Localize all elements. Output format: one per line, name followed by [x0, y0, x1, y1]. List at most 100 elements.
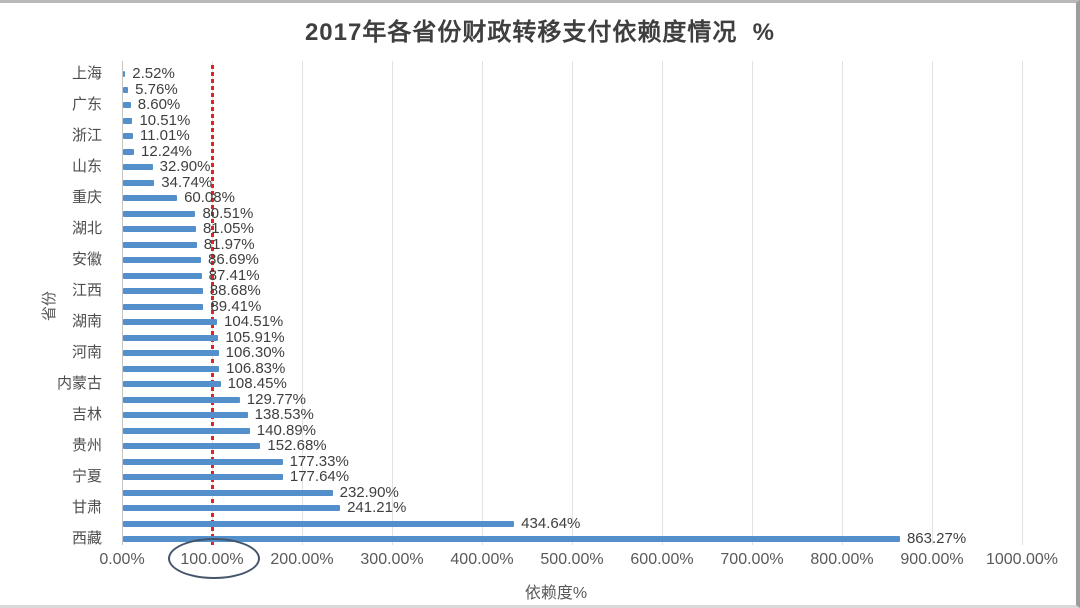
bar-广东: [123, 102, 131, 108]
category-label: 湖北: [71, 220, 102, 237]
bar-value-label: 80.51%: [202, 204, 254, 222]
category-label: 河南: [71, 344, 102, 361]
category-label: 安徽: [71, 251, 102, 268]
bar-value-label: 241.21%: [347, 499, 407, 516]
bar-row-28: [123, 489, 333, 496]
bar-甘肃: [123, 505, 341, 511]
bar-value-label: 104.51%: [224, 313, 284, 330]
x-tick-label: 800.00%: [810, 551, 874, 568]
bar-value-label: 863.27%: [906, 530, 967, 547]
bar-row-30: [123, 520, 515, 527]
x-tick-label: 1000.00%: [985, 551, 1059, 568]
gridline: [662, 61, 663, 545]
category-label: 湖南: [71, 313, 102, 330]
bar-value-label: 87.41%: [208, 266, 260, 284]
bar-浙江: [123, 133, 133, 139]
y-axis-line: [122, 61, 123, 545]
highlight-ellipse-annotation: [168, 538, 260, 579]
bar-value-label: 140.89%: [256, 421, 317, 439]
bar-value-label: 232.90%: [339, 483, 399, 501]
bar-row-2: [123, 86, 129, 93]
bar-row-24: [123, 427, 250, 434]
bar-安徽: [123, 257, 202, 263]
bar-value-label: 106.30%: [225, 344, 285, 361]
bar-value-label: 106.83%: [226, 359, 286, 377]
reference-line-100pct: [210, 65, 214, 545]
bar-row-12: [123, 241, 197, 248]
category-label: 西藏: [71, 530, 102, 547]
bar-吉林: [123, 412, 248, 418]
bar-内蒙古: [123, 381, 221, 387]
gridline: [752, 61, 753, 545]
bar-row-10: [123, 210, 196, 217]
bar-value-label: 34.74%: [161, 173, 213, 191]
bar-row-18: [123, 334, 219, 341]
bar-value-label: 2.52%: [132, 65, 175, 82]
bar-value-label: 10.51%: [139, 111, 191, 129]
bar-value-label: 86.69%: [208, 251, 259, 268]
bar-row-20: [123, 365, 220, 372]
x-tick-label: 200.00%: [270, 551, 334, 568]
gridline: [932, 61, 933, 545]
x-tick-label: 0.00%: [99, 551, 145, 568]
bar-西藏: [123, 536, 900, 542]
bar-宁夏: [123, 474, 283, 480]
gridline: [572, 61, 573, 545]
bar-value-label: 81.05%: [202, 220, 254, 237]
gridline: [302, 61, 303, 545]
category-label: 广东: [71, 96, 102, 113]
bar-row-6: [123, 148, 135, 155]
bar-河南: [123, 350, 219, 356]
bar-value-label: 105.91%: [225, 328, 285, 346]
category-label: 吉林: [71, 406, 102, 423]
bar-湖北: [123, 226, 196, 232]
bar-value-label: 152.68%: [267, 437, 327, 454]
bar-row-22: [123, 396, 240, 403]
category-label: 贵州: [71, 437, 102, 454]
x-tick-label: 500.00%: [540, 551, 604, 568]
x-tick-label: 600.00%: [630, 551, 694, 568]
bar-value-label: 60.08%: [184, 189, 235, 206]
x-tick-label: 300.00%: [360, 551, 424, 568]
category-label: 浙江: [71, 127, 102, 144]
bar-value-label: 8.60%: [137, 96, 181, 113]
bar-row-14: [123, 272, 202, 279]
bar-value-label: 108.45%: [227, 375, 287, 392]
bar-江西: [123, 288, 203, 294]
bar-value-label: 177.33%: [289, 452, 349, 470]
category-label: 上海: [71, 65, 102, 82]
gridline: [1022, 61, 1023, 545]
bar-山东: [123, 164, 153, 170]
category-label: 重庆: [71, 189, 102, 206]
bar-row-8: [123, 179, 155, 186]
bar-value-label: 5.76%: [135, 80, 178, 98]
bar-value-label: 11.01%: [139, 127, 190, 144]
bar-上海: [123, 71, 126, 77]
category-label: 江西: [71, 282, 102, 299]
category-label: 宁夏: [71, 468, 102, 485]
bar-value-label: 177.64%: [289, 468, 350, 485]
bar-row-4: [123, 117, 133, 124]
bar-value-label: 32.90%: [159, 158, 211, 175]
x-tick-label: 900.00%: [900, 551, 964, 568]
bar-value-label: 129.77%: [246, 390, 306, 408]
category-label: 内蒙古: [56, 375, 102, 392]
x-tick-label: 700.00%: [720, 551, 784, 568]
category-label: 甘肃: [71, 499, 102, 516]
bar-value-label: 89.41%: [210, 297, 262, 315]
x-axis-title: 依赖度%: [524, 585, 588, 602]
bar-row-26: [123, 458, 283, 465]
bar-重庆: [123, 195, 178, 201]
bar-row-16: [123, 303, 204, 310]
bar-湖南: [123, 319, 218, 325]
bar-value-label: 12.24%: [141, 142, 192, 160]
gridline: [842, 61, 843, 545]
x-tick-label: 400.00%: [450, 551, 514, 568]
bar-value-label: 81.97%: [203, 235, 255, 253]
bar-value-label: 434.64%: [521, 514, 581, 532]
bar-value-label: 138.53%: [254, 406, 314, 423]
gridline: [392, 61, 393, 545]
gridline: [482, 61, 483, 545]
bar-贵州: [123, 443, 261, 449]
